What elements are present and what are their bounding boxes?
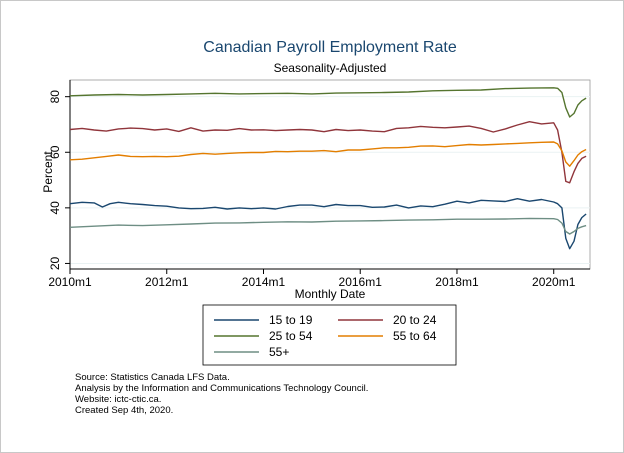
y-tick-label: 40: [48, 201, 62, 215]
x-axis-label: Monthly Date: [295, 287, 366, 301]
series-lines: [69, 87, 587, 250]
y-tick-label: 80: [48, 90, 62, 104]
source-note: Source: Statistics Canada LFS Data.: [75, 372, 230, 383]
chart-subtitle: Seasonality-Adjusted: [274, 61, 387, 75]
website-note: Website: ictc-ctic.ca.: [75, 394, 162, 405]
x-tick-label: 2014m1: [242, 275, 286, 289]
gridlines: [70, 96, 590, 264]
y-tick-label: 20: [48, 256, 62, 270]
legend: 15 to 19 20 to 24 25 to 54 55 to 64 55+: [214, 313, 437, 359]
legend-label-55-to-64: 55 to 64: [393, 329, 437, 343]
created-note: Created Sep 4th, 2020.: [75, 405, 174, 416]
y-axis-label: Percent: [41, 151, 55, 193]
legend-box: [202, 304, 457, 366]
x-tick-label: 2012m1: [145, 275, 189, 289]
legend-label-15-to-19: 15 to 19: [269, 313, 313, 327]
analysis-note: Analysis by the Information and Communic…: [75, 383, 369, 394]
x-tick-label: 2010m1: [48, 275, 92, 289]
y-tick-label: 60: [48, 145, 62, 159]
legend-label-20-to-24: 20 to 24: [393, 313, 437, 327]
series-line-55-to-64: [69, 141, 587, 167]
series-line-25-to-54: [69, 87, 587, 118]
y-ticks: 20 40 60 80: [48, 90, 70, 270]
legend-label-25-to-54: 25 to 54: [269, 329, 313, 343]
series-line-15-to-19: [69, 197, 587, 250]
series-line-20-to-24: [69, 120, 587, 184]
legend-label-55: 55+: [269, 345, 289, 359]
axes: [69, 80, 590, 270]
x-tick-label: 2020m1: [532, 275, 576, 289]
chart-title: Canadian Payroll Employment Rate: [203, 39, 457, 56]
x-tick-label: 2018m1: [435, 275, 479, 289]
series-line-55: [69, 217, 587, 235]
x-ticks: 2010m1 2012m1 2014m1 2016m1 2018m1 2020m1: [48, 269, 576, 289]
x-tick-label: 2016m1: [339, 275, 383, 289]
plot-area: [69, 79, 591, 270]
